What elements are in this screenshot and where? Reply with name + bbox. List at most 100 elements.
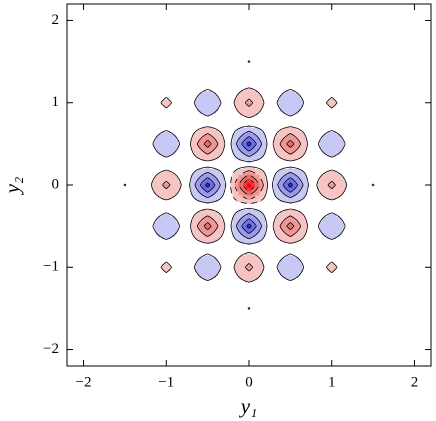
- contour-fill: [302, 271, 306, 274]
- contour-fill: [145, 195, 149, 198]
- contour-fill: [242, 314, 246, 318]
- contour-fill: [153, 222, 157, 225]
- contour-fill: [244, 298, 248, 301]
- contour-fill: [158, 185, 161, 188]
- contour-fill: [209, 213, 213, 217]
- contour-fill: [174, 185, 178, 188]
- contour-fill: [329, 207, 333, 211]
- contour-fill: [211, 211, 215, 215]
- contour-fill: [317, 230, 320, 233]
- contour-fill: [166, 279, 169, 283]
- contour-fill: [329, 246, 333, 250]
- contour-fill: [195, 224, 198, 227]
- contour-fill: [220, 230, 223, 233]
- contour-fill: [224, 250, 227, 254]
- contour-fill: [184, 273, 188, 276]
- contour-fill: [304, 242, 308, 246]
- contour-fill: [182, 271, 186, 274]
- contour-fill: [348, 226, 351, 229]
- contour-fill: [209, 222, 213, 225]
- contour-fill: [182, 277, 186, 281]
- contour-fill: [288, 265, 291, 268]
- contour-fill: [348, 250, 351, 254]
- contour-fill: [337, 277, 341, 281]
- contour-fill: [178, 269, 182, 272]
- contour-fill: [290, 238, 293, 241]
- contour-fill: [234, 316, 237, 320]
- contour-fill: [203, 259, 206, 262]
- contour-fill: [236, 250, 240, 254]
- contour-fill: [319, 259, 322, 262]
- contour-fill: [224, 246, 227, 250]
- contour-fills: [104, 41, 395, 330]
- contour-fill: [116, 189, 120, 192]
- contour-fill: [249, 308, 252, 311]
- contour-fill: [263, 226, 266, 229]
- contour-fill: [145, 226, 149, 229]
- contour-fill: [251, 291, 254, 295]
- contour-fill: [277, 279, 281, 283]
- contour-fill: [195, 203, 198, 206]
- contour-fill: [236, 248, 240, 252]
- contour-fill: [267, 314, 271, 318]
- contour-fill: [145, 201, 149, 204]
- contour-fill: [189, 193, 192, 196]
- contour-fill: [158, 283, 161, 287]
- contour-fill: [242, 275, 246, 278]
- contour-fill: [329, 226, 333, 229]
- contour-fill: [143, 185, 146, 188]
- contour-fill: [215, 283, 219, 287]
- contour-fill: [350, 211, 353, 215]
- contour-fill: [145, 191, 149, 194]
- contour-fill: [232, 226, 235, 229]
- contour-fill: [199, 197, 202, 200]
- contour-fill: [240, 296, 244, 299]
- contour-fill: [348, 261, 351, 264]
- contour-fill: [284, 205, 287, 209]
- contour-fill: [267, 228, 271, 231]
- contour-fill: [257, 254, 260, 258]
- contour-fill: [182, 217, 186, 221]
- contour-fill: [255, 250, 258, 254]
- contour-fill: [251, 314, 254, 318]
- contour-fill: [149, 238, 153, 241]
- contour-fill: [236, 296, 240, 299]
- contour-fill: [315, 207, 318, 211]
- contour-fill: [147, 203, 151, 206]
- contour-fill: [311, 277, 314, 281]
- contour-fill: [311, 283, 314, 287]
- contour-fill: [267, 205, 271, 209]
- contour-fill: [228, 242, 231, 246]
- contour-fill: [160, 256, 163, 260]
- contour-fill: [277, 265, 281, 268]
- contour-fill: [228, 240, 231, 243]
- contour-fill: [267, 238, 271, 241]
- contour-fill: [213, 250, 217, 254]
- contour-fill: [317, 209, 320, 213]
- contour-fill: [337, 213, 341, 217]
- contour-fill: [162, 248, 165, 252]
- contour-fill: [315, 271, 318, 274]
- contour-fill: [207, 281, 211, 285]
- contour-fill: [321, 211, 324, 215]
- contour-fill: [238, 322, 242, 326]
- contour-fill: [317, 207, 320, 211]
- contour-fill: [201, 199, 204, 202]
- contour-fill: [296, 205, 300, 209]
- contour-cell: [124, 185, 146, 206]
- contour-fill: [170, 197, 173, 200]
- contour-fill: [224, 228, 227, 231]
- contour-fill: [199, 191, 202, 194]
- contour-fill: [329, 265, 333, 268]
- contour-fill: [230, 298, 233, 301]
- contour-fill: [259, 246, 262, 250]
- contour-fill: [267, 304, 271, 307]
- contour-fill: [224, 230, 227, 233]
- contour-fill: [118, 185, 122, 188]
- contour-fill: [344, 242, 347, 246]
- contour-fill: [294, 275, 297, 278]
- contour-fill: [238, 304, 242, 307]
- contour-fill: [255, 261, 258, 264]
- contour-fill: [189, 219, 192, 223]
